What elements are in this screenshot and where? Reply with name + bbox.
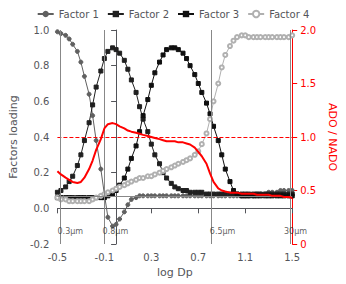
svg-text:6.5μm: 6.5μm [210, 227, 236, 236]
svg-text:30μm: 30μm [284, 227, 307, 236]
svg-text:0.2: 0.2 [34, 167, 50, 178]
svg-text:0.3: 0.3 [143, 252, 159, 263]
svg-text:-0.2: -0.2 [30, 239, 50, 250]
svg-text:0.5: 0.5 [300, 185, 316, 196]
svg-text:log Dp: log Dp [157, 266, 193, 279]
svg-text:1.5: 1.5 [284, 252, 300, 263]
svg-text:0.6: 0.6 [34, 96, 50, 107]
svg-text:0.4: 0.4 [34, 132, 50, 143]
svg-text:Factor 2: Factor 2 [129, 9, 169, 20]
svg-text:1.1: 1.1 [237, 252, 253, 263]
svg-text:0.7: 0.7 [190, 252, 206, 263]
svg-text:0.0: 0.0 [34, 203, 50, 214]
svg-text:Factor 4: Factor 4 [269, 9, 309, 20]
svg-text:0.8: 0.8 [34, 60, 50, 71]
svg-text:-0.5: -0.5 [48, 252, 68, 263]
svg-text:Factors loading: Factors loading [7, 95, 20, 178]
svg-text:1.5: 1.5 [300, 78, 316, 89]
svg-text:Factor 3: Factor 3 [199, 9, 239, 20]
svg-text:Factor 1: Factor 1 [59, 9, 99, 20]
svg-text:1.0: 1.0 [34, 25, 50, 36]
svg-text:0: 0 [300, 239, 306, 250]
svg-text:1.0: 1.0 [300, 132, 316, 143]
svg-text:ADO / NADO: ADO / NADO [326, 103, 339, 172]
svg-text:-0.1: -0.1 [95, 252, 115, 263]
svg-text:2.0: 2.0 [300, 25, 316, 36]
svg-text:0.8μm: 0.8μm [103, 227, 129, 236]
svg-text:0.3μm: 0.3μm [58, 227, 84, 236]
